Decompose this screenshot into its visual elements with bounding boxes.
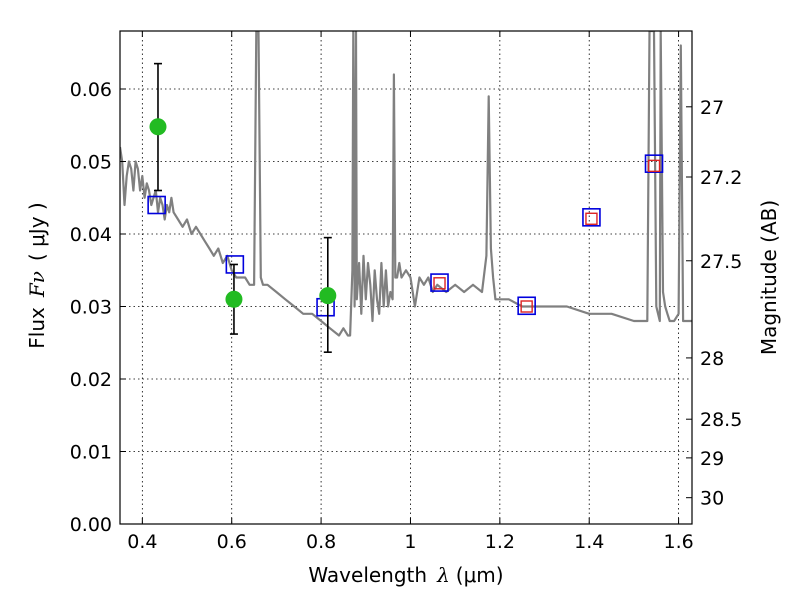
magnitude-tick-label: 27.2 <box>700 167 742 189</box>
observed-point <box>150 119 166 135</box>
y2-axis-label: Magnitude (AB) <box>757 200 781 355</box>
y-axis-label: FluxFν( μJy ) <box>25 202 49 348</box>
x-tick-label: 0.4 <box>127 531 157 553</box>
x-tick-label: 1 <box>404 531 416 553</box>
magnitude-tick-label: 27.5 <box>700 251 742 273</box>
y-tick-label: 0.01 <box>70 442 112 464</box>
x-tick-label: 1.4 <box>574 531 604 553</box>
y-tick-label: 0.03 <box>70 297 112 319</box>
y-tick-label: 0.06 <box>70 79 112 101</box>
y-tick-label: 0.00 <box>70 514 112 536</box>
sed-chart: 0.4 0.6 0.8 1 1.2 1.4 1.6 0.00 0.01 0.02 0.03 0.04 0… <box>0 0 800 600</box>
x-axis-label: Wavelength λ (μm) <box>308 563 503 587</box>
y-tick-label: 0.02 <box>70 369 112 391</box>
magnitude-tick-label: 27 <box>700 97 724 119</box>
x-tick-label: 1.2 <box>485 531 515 553</box>
magnitude-tick-label: 28 <box>700 348 724 370</box>
x-tick-label: 0.6 <box>217 531 247 553</box>
y-tick-label: 0.05 <box>70 152 112 174</box>
x-tick-label: 1.6 <box>663 531 693 553</box>
observed-point <box>226 291 242 307</box>
observed-point <box>320 288 336 304</box>
y-tick-label: 0.04 <box>70 224 112 246</box>
magnitude-tick-label: 28.5 <box>700 409 742 431</box>
magnitude-tick-label: 30 <box>700 488 724 510</box>
magnitude-tick-label: 29 <box>700 448 724 470</box>
x-tick-label: 0.8 <box>306 531 336 553</box>
